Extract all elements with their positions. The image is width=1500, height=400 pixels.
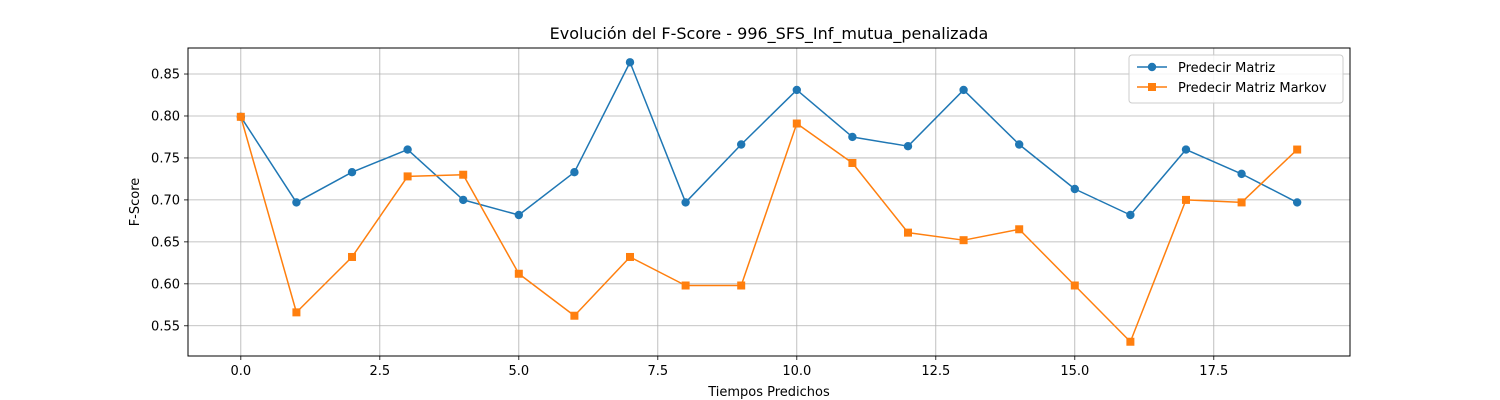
data-point-predecir-matriz-markov [681, 281, 690, 290]
data-point-predecir-matriz [625, 58, 635, 67]
y-axis: 0.55 0.60 0.65 0.70 0.75 0.80 0.85 [151, 68, 188, 334]
data-point-predecir-matriz [292, 198, 301, 207]
data-point-predecir-matriz-markov [959, 236, 968, 245]
y-axis-label: F-Score [128, 178, 143, 227]
y-tick-label: 0.80 [151, 109, 180, 124]
legend-box [1128, 54, 1344, 104]
data-point-predecir-matriz [1237, 169, 1246, 179]
data-point-predecir-matriz-markov [570, 311, 579, 320]
data-point-predecir-matriz-markov [1293, 145, 1302, 154]
x-tick-label: 10.0 [782, 364, 811, 379]
series-area [236, 58, 1302, 346]
chart-title: Evolución del F-Score - 996_SFS_Inf_mutu… [550, 24, 989, 44]
x-tick-label: 2.5 [369, 364, 390, 379]
data-point-predecir-matriz-markov [236, 112, 245, 121]
series-line-predecir-matriz-markov [240, 116, 1298, 343]
data-point-predecir-matriz [514, 210, 524, 220]
legend-marker-predecir-matriz-markov [1148, 83, 1156, 91]
data-point-predecir-matriz [1181, 145, 1191, 154]
data-point-predecir-matriz-markov [792, 119, 801, 128]
data-point-predecir-matriz [1070, 184, 1079, 194]
data-point-predecir-matriz-markov [848, 158, 857, 167]
data-point-predecir-matriz [792, 85, 801, 95]
data-point-predecir-matriz-markov [403, 172, 412, 181]
x-axis-label: Tiempos Predichos [707, 385, 830, 400]
x-tick-label: 5.0 [508, 364, 529, 379]
data-point-predecir-matriz [848, 132, 857, 142]
series-line-predecir-matriz [240, 61, 1298, 216]
y-tick-label: 0.55 [151, 319, 180, 334]
x-tick-label: 17.5 [1199, 364, 1228, 379]
data-point-predecir-matriz [1126, 210, 1135, 220]
data-point-predecir-matriz-markov [459, 170, 468, 179]
data-point-predecir-matriz-markov [1015, 225, 1024, 234]
y-tick-label: 0.75 [151, 151, 180, 166]
data-point-predecir-matriz-markov [903, 228, 912, 237]
y-tick-label: 0.70 [151, 193, 180, 208]
data-point-predecir-matriz-markov [514, 269, 523, 278]
data-point-predecir-matriz-markov [348, 252, 357, 261]
y-tick-label: 0.60 [151, 277, 180, 292]
data-point-predecir-matriz [570, 168, 579, 177]
data-point-predecir-matriz-markov [1126, 337, 1135, 346]
legend-label-predecir-matriz-markov: Predecir Matriz Markov [1178, 81, 1327, 96]
x-axis: 0.0 2.5 5.0 7.5 10.0 12.5 15.0 17.5 [230, 356, 1228, 379]
data-point-predecir-matriz-markov [737, 281, 746, 290]
legend-label-predecir-matriz: Predecir Matriz [1178, 61, 1275, 76]
x-tick-label: 15.0 [1060, 364, 1089, 379]
data-point-predecir-matriz-markov [1181, 195, 1190, 204]
data-point-predecir-matriz [959, 85, 968, 95]
data-point-predecir-matriz [681, 198, 690, 207]
data-point-predecir-matriz [1014, 140, 1024, 149]
grid [188, 48, 1350, 356]
data-point-predecir-matriz [903, 141, 913, 151]
y-tick-label: 0.85 [151, 68, 180, 83]
y-tick-label: 0.65 [151, 235, 180, 250]
plot-frame [187, 47, 1351, 357]
data-point-predecir-matriz-markov [1070, 281, 1079, 290]
data-point-predecir-matriz-markov [626, 252, 635, 261]
data-point-predecir-matriz-markov [1237, 198, 1246, 207]
x-tick-label: 7.5 [647, 364, 668, 379]
data-point-predecir-matriz [1292, 198, 1302, 207]
data-point-predecir-matriz-markov [292, 308, 301, 317]
x-tick-label: 0.0 [230, 364, 251, 379]
legend: Predecir Matriz Predecir Matriz Markov [1128, 54, 1344, 104]
data-point-predecir-matriz [403, 145, 412, 154]
data-point-predecir-matriz [347, 168, 357, 177]
data-point-predecir-matriz [737, 140, 746, 149]
x-tick-label: 12.5 [921, 364, 950, 379]
data-point-predecir-matriz [459, 195, 468, 205]
legend-marker-predecir-matriz [1147, 62, 1157, 72]
